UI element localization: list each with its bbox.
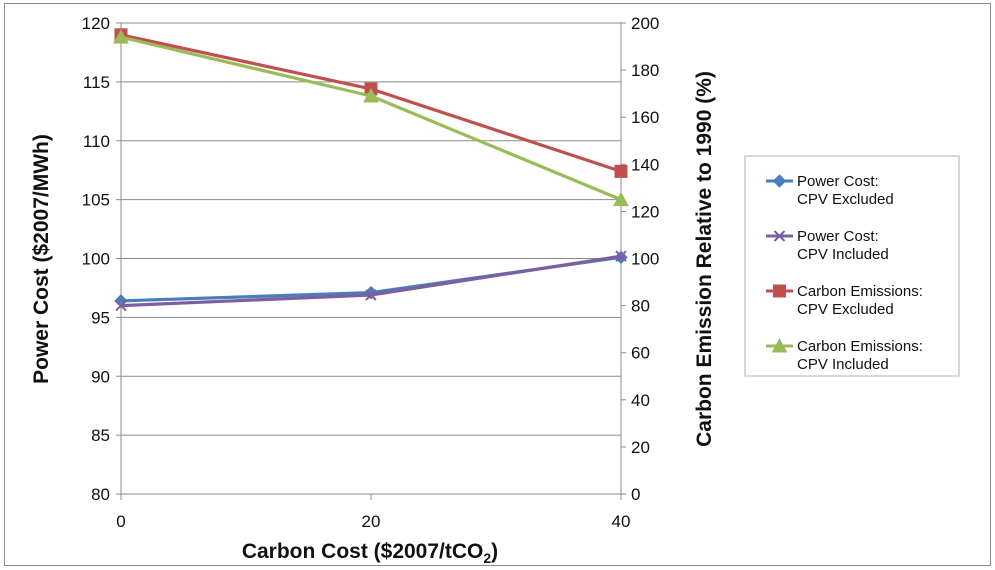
y-right-tick-label: 140 — [631, 155, 659, 174]
x-axis-title-suffix: ) — [491, 540, 498, 563]
series-group — [113, 28, 629, 312]
data-point-triangle-marker — [613, 191, 629, 207]
y-left-tick-label: 90 — [91, 367, 110, 386]
data-point-diamond-marker — [364, 285, 378, 300]
data-point-x-marker — [773, 230, 786, 242]
series-4 — [113, 29, 629, 207]
data-point-x-marker — [115, 299, 127, 312]
data-point-square-marker — [614, 164, 628, 178]
y-right-tick-label: 80 — [631, 297, 650, 316]
y-right-tick-label: 40 — [631, 391, 650, 410]
data-point-triangle-marker — [363, 87, 379, 103]
y-left-tick-label: 115 — [83, 73, 110, 92]
x-axis-title-main: Carbon Cost ($2007/tCO — [242, 540, 484, 563]
y-left-tick-label: 85 — [91, 426, 110, 445]
legend-label-line2: CPV Excluded — [797, 191, 894, 208]
legend-label-line1: Carbon Emissions: — [797, 338, 923, 355]
series-3 — [114, 28, 628, 178]
x-tick-label: 40 — [612, 512, 631, 531]
x-axis-title-subscript: 2 — [483, 550, 491, 566]
gridlines — [121, 22, 621, 495]
y-right-tick-label: 0 — [631, 485, 640, 504]
legend-label-line1: Power Cost: — [797, 228, 879, 245]
series-line — [120, 35, 622, 202]
legend-entry-2: Power Cost:CPV Included — [766, 228, 889, 263]
y-left-tick-label: 110 — [83, 132, 110, 151]
y-right-tick-label: 200 — [631, 14, 659, 33]
y-left-tick-label: 105 — [82, 191, 110, 210]
y-right-tick-label: 180 — [631, 61, 659, 80]
x-tick-label: 20 — [362, 512, 381, 531]
axes: 80 85 90 95 100 105 110 115 120 0 20 40 60 80 100 120 14… — [82, 14, 660, 531]
series-1 — [114, 250, 628, 308]
series-2 — [115, 250, 627, 312]
data-point-square-marker — [773, 284, 786, 298]
legend-label-line2: CPV Excluded — [797, 301, 894, 318]
y-right-tick-label: 100 — [631, 250, 659, 269]
legend-entry-4: Carbon Emissions:CPV Included — [766, 337, 923, 373]
y-right-tick-label: 60 — [631, 344, 650, 363]
y-left-tick-label: 80 — [91, 485, 110, 504]
y-left-axis-title: Power Cost ($2007/MWh) — [30, 134, 53, 384]
legend-label-line2: CPV Included — [797, 246, 889, 263]
y-left-tick-label: 120 — [82, 14, 110, 33]
legend-box — [744, 155, 960, 377]
y-left-tick-label: 95 — [91, 308, 110, 327]
x-tick-label: 0 — [116, 512, 125, 531]
data-point-x-marker — [365, 289, 377, 301]
legend-entry-1: Power Cost:CPV Excluded — [766, 173, 894, 208]
x-axis-title: Carbon Cost ($2007/tCO2) — [242, 540, 498, 566]
legend-label-line1: Carbon Emissions: — [797, 283, 923, 300]
data-point-triangle-marker — [771, 337, 788, 353]
legend-entry-3: Carbon Emissions:CPV Excluded — [766, 283, 923, 318]
legend-label-line2: CPV Included — [797, 356, 889, 373]
y-left-tick-label: 100 — [82, 250, 110, 269]
data-point-diamond-marker — [772, 174, 787, 188]
data-point-triangle-marker — [113, 29, 129, 44]
y-right-tick-label: 120 — [631, 202, 659, 221]
data-point-x-marker — [615, 250, 627, 262]
y-right-axis-title: Carbon Emission Relative to 1990 (%) — [693, 71, 716, 447]
y-right-tick-label: 160 — [631, 108, 659, 127]
y-right-tick-label: 20 — [631, 438, 650, 457]
legend-label-line1: Power Cost: — [797, 173, 879, 190]
